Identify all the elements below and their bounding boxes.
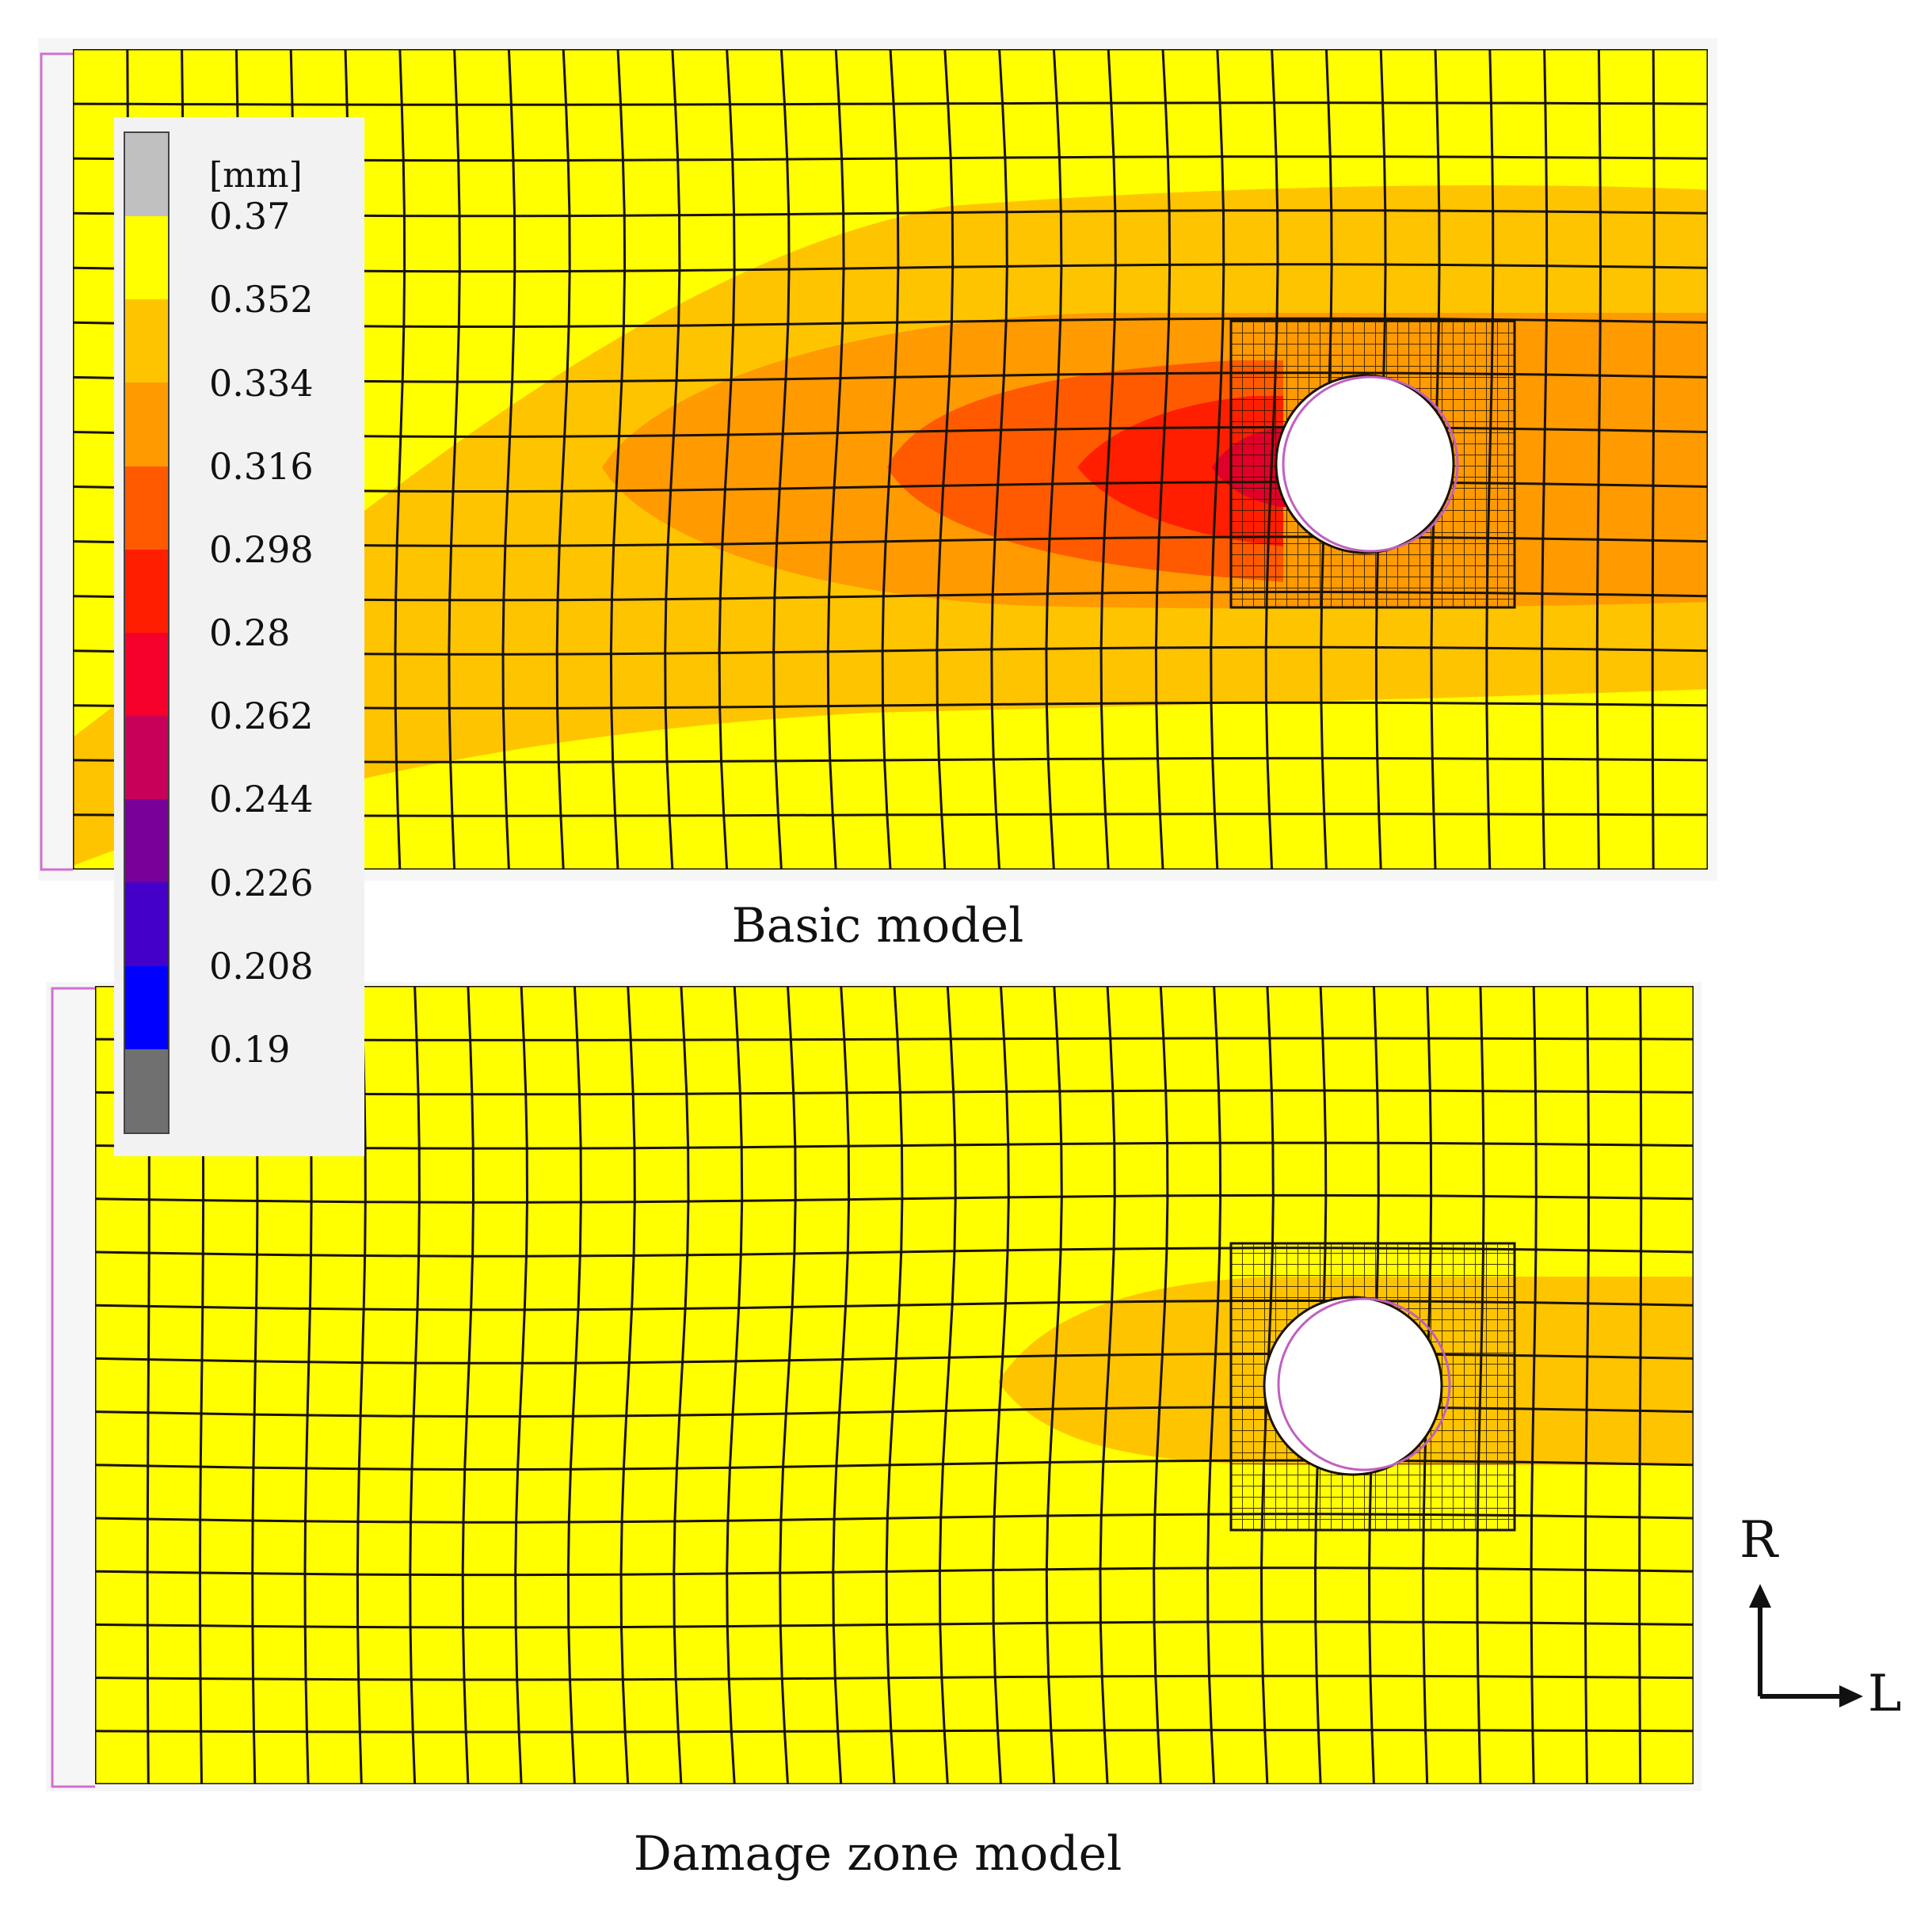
- legend-color-bar: [124, 131, 170, 1134]
- legend-value-label: 0.226: [209, 861, 314, 904]
- legend-swatch: [125, 216, 168, 300]
- legend-swatch: [125, 632, 168, 717]
- axis-indicator: [1749, 1584, 1863, 1707]
- legend-value-label: 0.244: [209, 778, 314, 821]
- legend-swatch: [125, 549, 168, 633]
- legend-swatch: [125, 799, 168, 883]
- legend-swatch: [125, 882, 168, 966]
- legend-unit-label: [mm]: [209, 155, 303, 196]
- axis-label-l: L: [1868, 1665, 1902, 1723]
- hole-damage-zone: [1263, 1296, 1443, 1476]
- legend-value-label: 0.334: [209, 361, 314, 405]
- legend-swatch: [125, 1049, 168, 1132]
- legend-swatch: [125, 716, 168, 800]
- legend-swatch: [125, 133, 168, 217]
- legend-value-label: 0.28: [209, 611, 291, 654]
- color-legend: [mm] 0.37 0.352 0.334 0.316 0.298 0.28 0.262 0.…: [114, 117, 364, 1156]
- damage-zone-model-caption: Damage zone model: [633, 1826, 1122, 1882]
- hole-basic: [1275, 374, 1455, 554]
- legend-value-label: 0.262: [209, 695, 314, 738]
- legend-swatch: [125, 965, 168, 1049]
- legend-value-label: 0.316: [209, 444, 314, 488]
- axis-label-r: R: [1740, 1511, 1778, 1570]
- basic-model-caption: Basic model: [731, 898, 1024, 954]
- damage-zone-model-panel: [46, 982, 1701, 1791]
- legend-value-label: 0.352: [209, 278, 314, 322]
- legend-value-label: 0.208: [209, 944, 314, 988]
- legend-swatch: [125, 466, 168, 550]
- legend-swatch: [125, 299, 168, 383]
- legend-value-label: 0.298: [209, 527, 314, 571]
- legend-value-label: 0.19: [209, 1027, 291, 1071]
- legend-value-label: 0.37: [209, 195, 291, 238]
- legend-swatch: [125, 383, 168, 466]
